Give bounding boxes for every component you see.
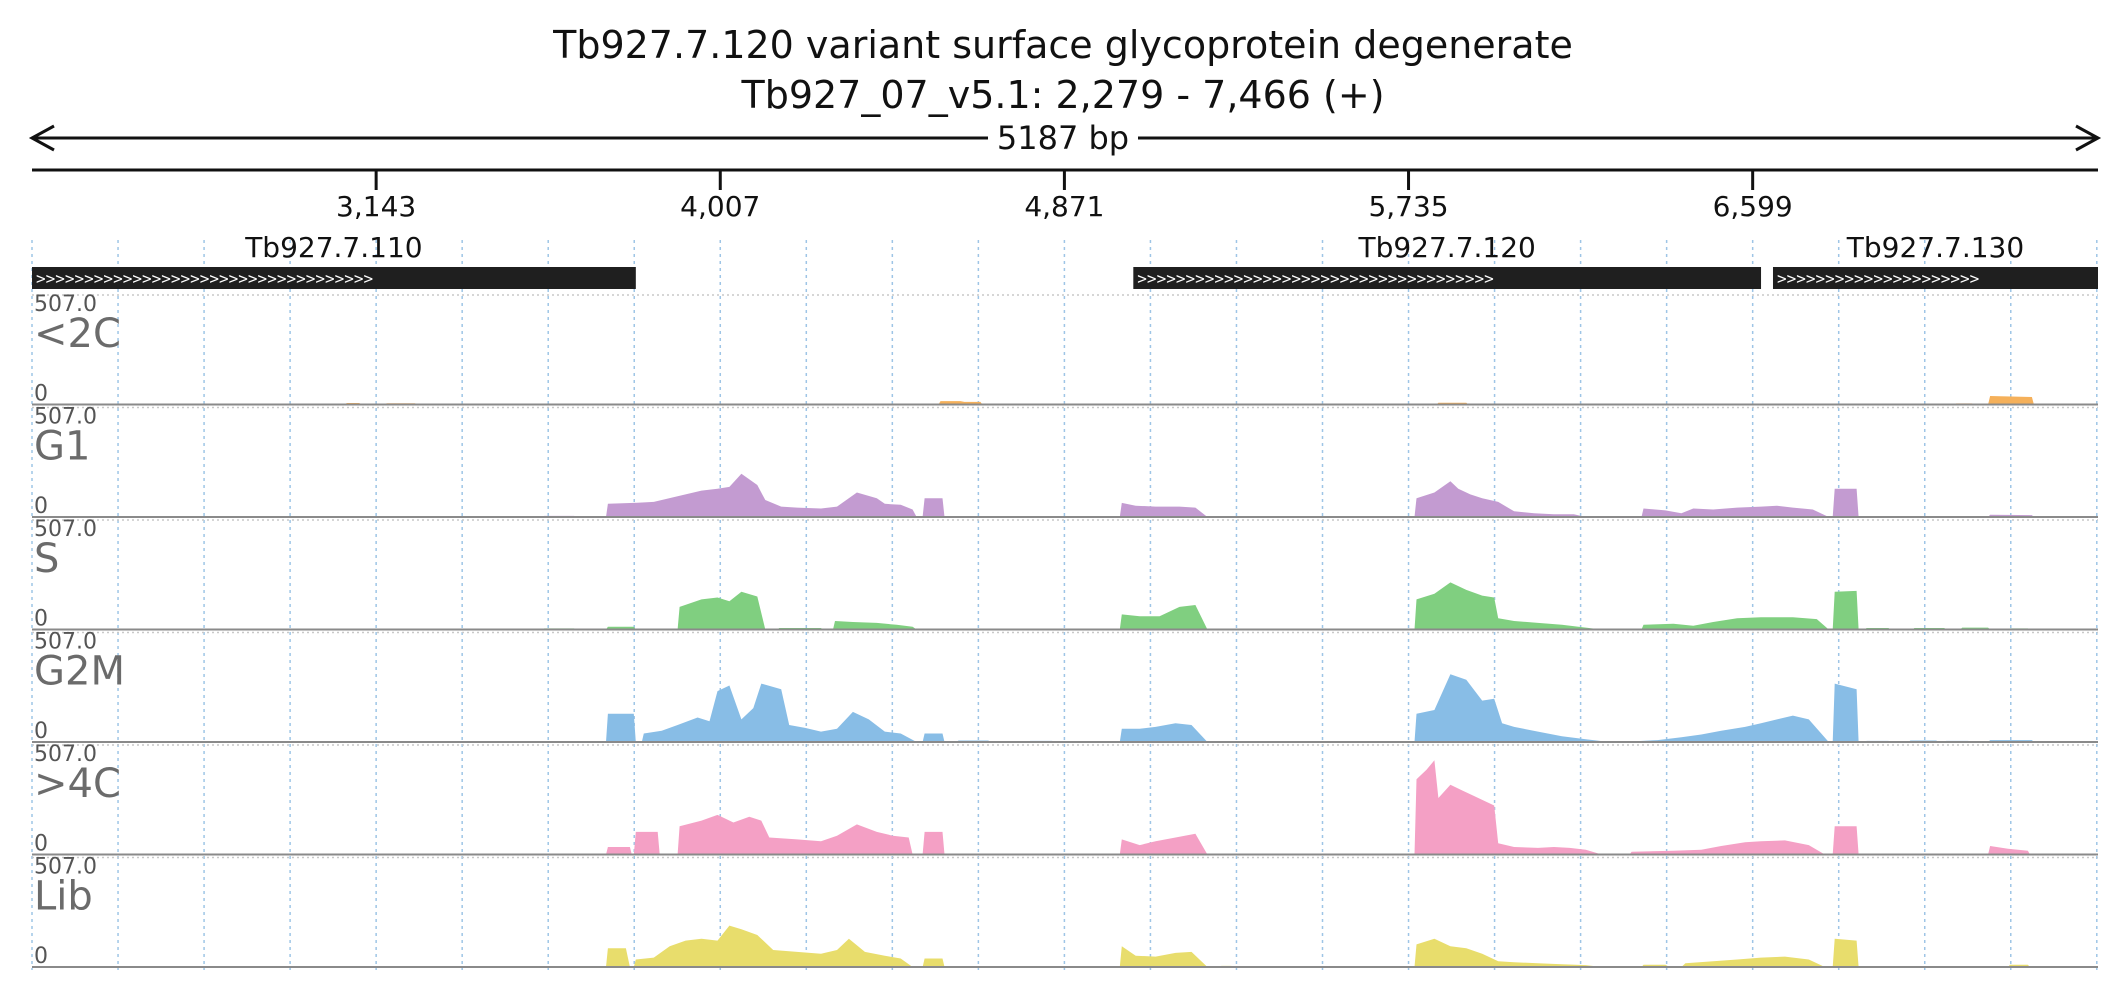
span-length-label: 5187 bp [997,119,1129,157]
track-ymax-label: 507.0 [34,855,97,880]
track-ymax-label: 507.0 [34,405,97,430]
track-ymin-label: 0 [34,607,48,632]
track-ymax-label: 507.0 [34,630,97,655]
track-G1: 507.0 0 G1 [32,405,2098,519]
coverage-area [606,760,2030,855]
track-name-label: G1 [34,424,90,470]
gene-label: Tb927.7.130 [1846,231,2024,264]
track-name-label: >4C [34,761,121,807]
gene-strand-arrows: >>>>>>>>>>>>>>>>>>>>>>>>>>>>>>>>>>>>> [1137,269,1493,288]
track-ymin-label: 0 [34,494,48,519]
track-name-label: Lib [34,874,93,920]
track-ymin-label: 0 [34,719,48,744]
axis-tick-label: 4,871 [1024,190,1104,223]
track-ymax-label: 507.0 [34,292,97,317]
coverage-area [606,674,2034,742]
figure-title-line2: Tb927_07_v5.1: 2,279 - 7,466 (+) [740,73,1384,117]
gene-label: Tb927.7.110 [244,231,422,264]
gene-body [32,267,636,289]
track-name-label: <2C [34,311,121,357]
track-ymax-label: 507.0 [34,517,97,542]
track-ymin-label: 0 [34,382,48,407]
track->4C: 507.0 0 >4C [32,742,2098,857]
coverage-area [606,925,2030,967]
coverage-area [542,582,2030,630]
gene-body [1133,267,1762,289]
coverage-area [343,396,2034,405]
track-G2M: 507.0 0 G2M [32,630,2098,744]
figure-title-line1: Tb927.7.120 variant surface glycoprotein… [552,23,1573,67]
track-S: 507.0 0 S [32,517,2098,632]
axis-tick-label: 5,735 [1368,190,1448,223]
coverage-tracks: 507.00<2C507.00G1507.00S507.00G2M507.00>… [32,292,2098,969]
track-Lib: 507.0 0 Lib [32,855,2098,969]
track-ymax-label: 507.0 [34,742,97,767]
gene-strand-arrows: >>>>>>>>>>>>>>>>>>>>>>>>>>>>>>>>>>> [36,269,373,288]
span-arrow: 5187 bp [28,118,2102,158]
axis-tick-label: 4,007 [680,190,760,223]
gene-Tb927.7.110: >>>>>>>>>>>>>>>>>>>>>>>>>>>>>>>>>>> Tb927… [32,231,636,289]
gene-Tb927.7.130: >>>>>>>>>>>>>>>>>>>>> Tb927.7.130 [1772,231,2098,289]
gene-label: Tb927.7.120 [1357,231,1535,264]
track-ymin-label: 0 [34,944,48,969]
gene-track: >>>>>>>>>>>>>>>>>>>>>>>>>>>>>>>>>>> Tb927… [32,231,2098,289]
track-<2C: 507.0 0 <2C [32,292,2098,407]
track-ymin-label: 0 [34,832,48,857]
gene-Tb927.7.120: >>>>>>>>>>>>>>>>>>>>>>>>>>>>>>>>>>>>> Tb9… [1133,231,1762,289]
axis-tick-label: 6,599 [1713,190,1793,223]
coverage-area [542,473,2034,517]
track-name-label: G2M [34,649,125,695]
axis-tick-label: 3,143 [336,190,416,223]
gene-strand-arrows: >>>>>>>>>>>>>>>>>>>>> [1777,269,1979,288]
track-name-label: S [34,536,59,582]
grid-lines [31,240,2098,970]
gene-body [1772,267,2098,289]
genome-axis: 3,143 4,007 4,871 5,735 6,599 [32,168,2098,223]
